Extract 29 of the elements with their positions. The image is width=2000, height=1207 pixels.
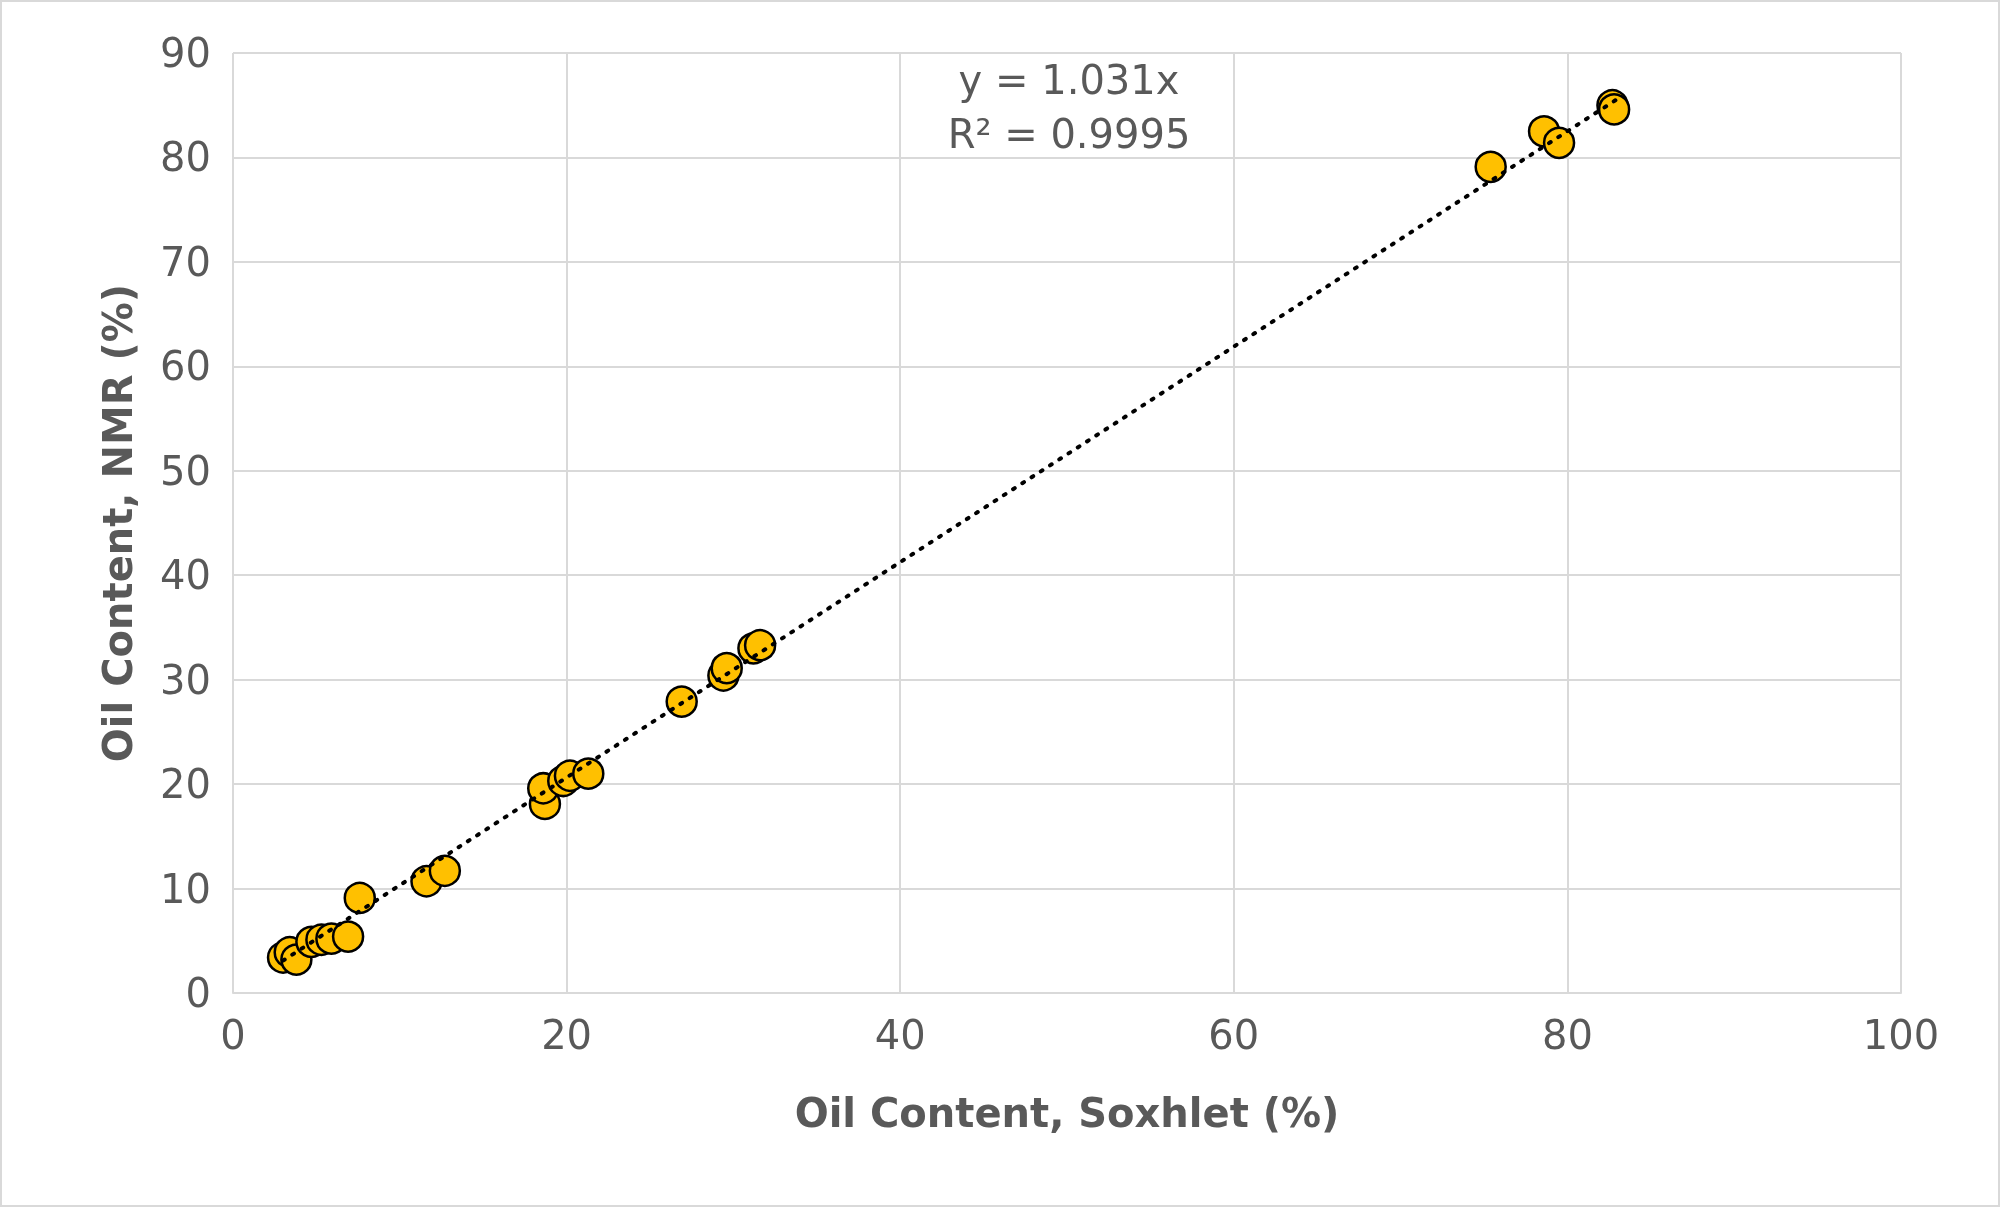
x-tick-label: 80 (1541, 1012, 1593, 1058)
point (572, 757, 605, 790)
y-tick-label: 90 (160, 30, 211, 76)
point (428, 854, 462, 888)
x-tick-label: 40 (874, 1012, 926, 1058)
point (743, 628, 777, 662)
y-tick-label: 40 (160, 552, 211, 599)
point (331, 920, 365, 953)
x-tick-label: 100 (1862, 1012, 1940, 1058)
point (665, 685, 698, 718)
point (710, 651, 743, 685)
y-tick-label: 60 (160, 343, 211, 390)
point (343, 881, 377, 915)
y-tick-label: 30 (160, 656, 211, 703)
x-axis-title: Oil Content, Soxhlet (%) (794, 1090, 1340, 1136)
y-tick-label: 50 (160, 447, 211, 494)
y-tick-label: 80 (160, 134, 211, 181)
y-tick-label: 20 (160, 761, 211, 808)
annotation: R² = 0.9995 (947, 111, 1191, 157)
y-tick-label: 10 (160, 865, 211, 912)
x-tick-label: 60 (1208, 1012, 1260, 1058)
x-tick-label: 20 (541, 1012, 593, 1058)
x-tick-label: 0 (220, 1012, 246, 1058)
y-tick-label: 70 (160, 238, 211, 285)
point (1542, 126, 1576, 160)
y-axis-title: Oil Content, NMR (%) (95, 283, 141, 763)
y-tick-label: 0 (185, 970, 211, 1016)
point (1474, 150, 1507, 184)
annotation: y = 1.031x (958, 57, 1180, 103)
